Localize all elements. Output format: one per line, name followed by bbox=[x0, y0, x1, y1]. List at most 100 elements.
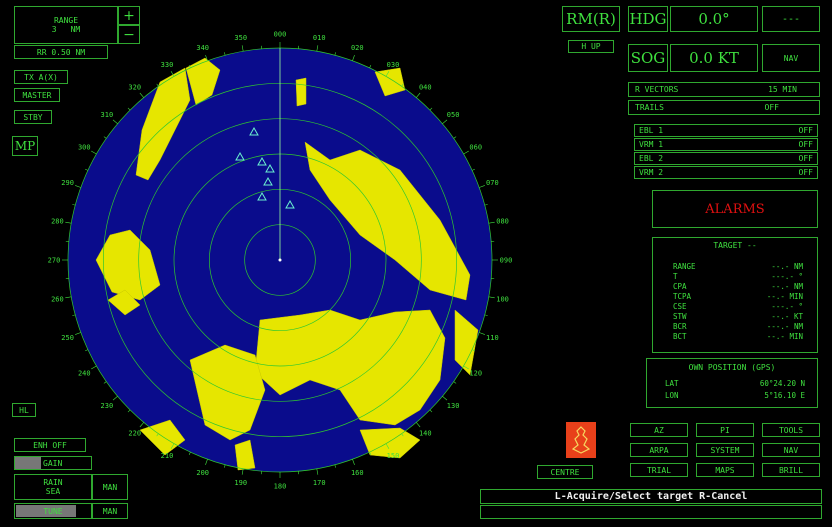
bearing-tick bbox=[241, 468, 244, 475]
prompt-bar: L-Acquire/Select target R-Cancel bbox=[480, 489, 822, 504]
bearing-tick bbox=[188, 65, 191, 68]
bearing-tick bbox=[334, 52, 336, 56]
own-position-title: OWN POSITION (GPS) bbox=[688, 363, 776, 372]
own-ship-marker bbox=[278, 258, 282, 262]
message-bar bbox=[480, 505, 822, 519]
range-increase-button[interactable]: + bbox=[118, 6, 140, 25]
ebl-vrm-value: OFF bbox=[798, 168, 813, 177]
orientation-button[interactable]: H UP bbox=[568, 40, 614, 53]
target-data-value: --.- NM bbox=[771, 262, 803, 271]
echo-west-island bbox=[107, 289, 141, 316]
bearing-label: 070 bbox=[486, 179, 499, 187]
bearing-label: 010 bbox=[313, 34, 326, 42]
alarms-panel[interactable]: ALARMS bbox=[652, 190, 818, 228]
bearing-tick bbox=[139, 422, 144, 428]
bearing-tick bbox=[65, 221, 72, 224]
rain-sea-panel: RAIN SEA bbox=[14, 474, 92, 500]
ebl-vrm-value: OFF bbox=[798, 154, 813, 163]
latitude-row: LAT 60°24.20 N bbox=[665, 379, 805, 388]
function-button-nav[interactable]: NAV bbox=[762, 443, 820, 457]
bearing-tick bbox=[352, 459, 355, 465]
latitude-value: 60°24.20 N bbox=[759, 379, 805, 388]
tune-label: TUNE bbox=[43, 506, 63, 516]
bearing-tick bbox=[156, 83, 159, 87]
radar-targets bbox=[235, 126, 295, 209]
bearing-tick bbox=[316, 45, 319, 52]
motion-presentation-button[interactable]: MP bbox=[12, 136, 38, 156]
function-button-maps[interactable]: MAPS bbox=[696, 463, 754, 477]
echo-north-land bbox=[185, 57, 221, 106]
ebl-vrm-row[interactable]: VRM 2 OFF bbox=[634, 166, 818, 179]
bearing-tick bbox=[484, 204, 488, 206]
echo-southeast-land bbox=[359, 427, 421, 459]
bearing-tick bbox=[170, 443, 175, 449]
target-title: TARGET -- bbox=[713, 241, 757, 250]
heading-source[interactable]: --- bbox=[762, 6, 820, 32]
target-data-label: BCR bbox=[673, 322, 687, 331]
function-button-az[interactable]: AZ bbox=[630, 423, 688, 437]
master-button[interactable]: MASTER bbox=[14, 88, 60, 102]
heading-label: HDG bbox=[628, 6, 668, 32]
vectors-row[interactable]: R VECTORS 15 MIN bbox=[628, 82, 820, 97]
enhance-button[interactable]: ENH OFF bbox=[14, 438, 86, 452]
bearing-tick bbox=[352, 55, 355, 61]
echo-east-strip bbox=[454, 309, 479, 376]
ebl-vrm-row[interactable]: VRM 1 OFF bbox=[634, 138, 818, 151]
bearing-tick bbox=[369, 65, 372, 68]
ebl-vrm-value: OFF bbox=[798, 140, 813, 149]
heading-value: 0.0° bbox=[670, 6, 758, 32]
bearing-tick bbox=[429, 107, 433, 111]
sog-source-button[interactable]: NAV bbox=[762, 44, 820, 72]
logo-background bbox=[566, 422, 596, 458]
function-button-tools[interactable]: TOOLS bbox=[762, 423, 820, 437]
longitude-label: LON bbox=[665, 391, 679, 400]
range-value: 3 bbox=[51, 25, 57, 34]
function-button-pi[interactable]: PI bbox=[696, 423, 754, 437]
target-data-value: --.- MIN bbox=[766, 292, 803, 301]
bearing-tick bbox=[112, 119, 118, 124]
trails-row[interactable]: TRAILS OFF bbox=[628, 100, 820, 115]
bearing-label: 140 bbox=[419, 430, 432, 438]
prompt-text: L-Acquire/Select target R-Cancel bbox=[554, 491, 748, 502]
bearing-tick bbox=[72, 314, 76, 316]
function-button-brill[interactable]: BRILL bbox=[762, 463, 820, 477]
ebl-vrm-row[interactable]: EBL 1 OFF bbox=[634, 124, 818, 137]
head-line-button[interactable]: HL bbox=[12, 403, 36, 417]
rain-sea-mode-button[interactable]: MAN bbox=[92, 474, 128, 500]
target-data-row: CPA --.- NM bbox=[673, 282, 803, 291]
sea-label: SEA bbox=[45, 487, 61, 496]
function-button-trial[interactable]: TRIAL bbox=[630, 463, 688, 477]
range-decrease-button[interactable]: − bbox=[118, 25, 140, 44]
gain-control[interactable]: GAIN bbox=[14, 456, 92, 470]
centre-button[interactable]: CENTRE bbox=[537, 465, 593, 479]
target-symbol bbox=[249, 126, 259, 136]
bearing-label: 150 bbox=[387, 452, 400, 460]
bearing-tick bbox=[463, 150, 469, 155]
bearing-tick bbox=[472, 168, 475, 171]
target-data-value: ---.- NM bbox=[766, 322, 803, 331]
target-data-row: CSE ---.- ° bbox=[673, 302, 803, 311]
range-rings-button[interactable]: RR 0.50 NM bbox=[14, 45, 108, 59]
function-button-system[interactable]: SYSTEM bbox=[696, 443, 754, 457]
logo-emblem bbox=[571, 426, 591, 454]
tx-button[interactable]: TX A(X) bbox=[14, 70, 68, 84]
bearing-tick bbox=[156, 433, 159, 437]
target-symbol bbox=[257, 156, 267, 166]
standby-button[interactable]: STBY bbox=[14, 110, 52, 124]
motion-mode-button[interactable]: RM(R) bbox=[562, 6, 620, 32]
bearing-label: 260 bbox=[51, 296, 64, 304]
target-symbol bbox=[263, 176, 273, 186]
bearing-tick bbox=[479, 332, 485, 335]
function-button-arpa[interactable]: ARPA bbox=[630, 443, 688, 457]
bearing-tick bbox=[316, 468, 319, 475]
target-data-label: CPA bbox=[673, 282, 687, 291]
bearing-label: 230 bbox=[101, 402, 114, 410]
tune-mode-button[interactable]: MAN bbox=[92, 503, 128, 519]
bearing-tick bbox=[103, 136, 107, 139]
target-data-panel: TARGET -- RANGE --.- NM T ---.- ° CPA --.- NM… bbox=[652, 237, 818, 353]
bearing-label: 110 bbox=[486, 334, 499, 342]
bearing-label: 280 bbox=[51, 217, 64, 225]
ebl-vrm-row[interactable]: EBL 2 OFF bbox=[634, 152, 818, 165]
tune-control[interactable]: TUNE bbox=[14, 503, 92, 519]
